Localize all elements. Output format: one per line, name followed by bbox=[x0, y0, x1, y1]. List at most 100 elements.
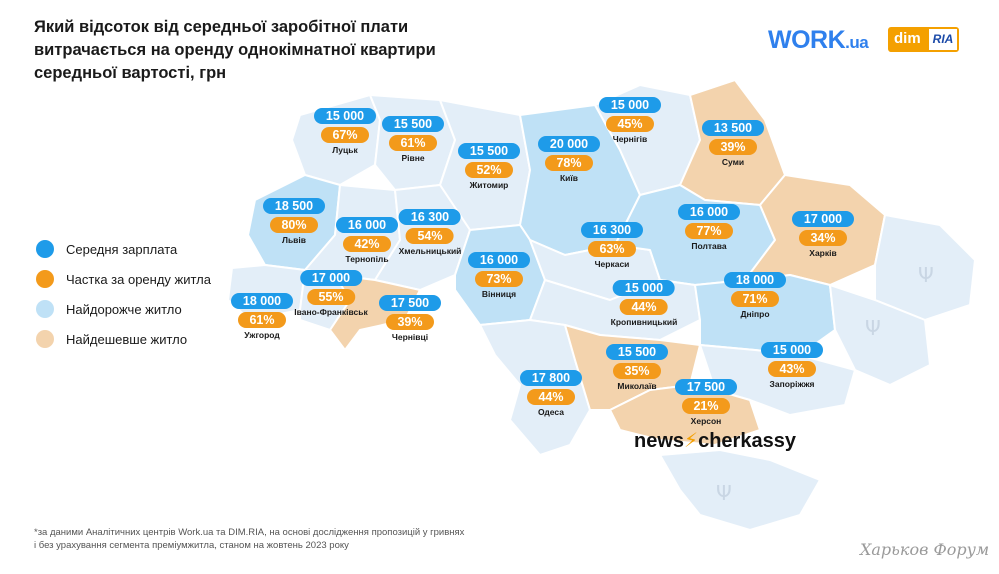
salary-badge: 15 000 bbox=[599, 97, 661, 113]
city-pin-khmelnytskyi: 16 300 54% Хмельницький bbox=[398, 209, 462, 256]
share-badge: 54% bbox=[405, 228, 454, 244]
share-badge: 39% bbox=[709, 139, 757, 155]
salary-badge: 16 300 bbox=[581, 222, 643, 238]
ria-logo-text: RIA bbox=[926, 27, 960, 52]
city-pin-chernivtsi: 17 500 39% Чернівці bbox=[379, 295, 441, 342]
share-badge: 61% bbox=[389, 135, 437, 151]
salary-badge: 15 500 bbox=[606, 344, 668, 360]
city-name: Житомир bbox=[469, 180, 509, 190]
city-pin-mykolaiv: 15 500 35% Миколаїв bbox=[606, 344, 668, 391]
share-badge: 39% bbox=[386, 314, 434, 330]
legend-label: Середня зарплата bbox=[66, 241, 178, 257]
salary-badge: 16 000 bbox=[336, 217, 398, 233]
city-pin-dnipro: 18 000 71% Дніпро bbox=[724, 272, 786, 319]
share-badge: 78% bbox=[545, 155, 593, 171]
trident-icon-crimea: Ψ bbox=[716, 481, 732, 505]
work-logo-suffix: .ua bbox=[845, 33, 869, 52]
legend-label: Найдорожче житло bbox=[66, 301, 182, 317]
region-odesa bbox=[479, 319, 591, 456]
salary-badge: 17 800 bbox=[520, 370, 582, 386]
city-name: Кропивницький bbox=[610, 317, 678, 327]
dim-ria-logo: dim RIA bbox=[888, 27, 960, 52]
share-badge: 45% bbox=[606, 116, 654, 132]
salary-badge: 15 000 bbox=[761, 342, 823, 358]
title-line-2: витрачається на оренду однокімнатної ква… bbox=[34, 41, 436, 59]
city-name: Полтава bbox=[691, 241, 727, 251]
share-badge: 35% bbox=[613, 363, 661, 379]
salary-badge: 17 000 bbox=[299, 270, 362, 286]
share-badge: 71% bbox=[731, 291, 779, 307]
legend-item-rent-share: Частка за оренду житла bbox=[36, 264, 211, 294]
salary-badge: 15 000 bbox=[314, 108, 376, 124]
salary-badge: 17 500 bbox=[379, 295, 441, 311]
footnote-line-1: *за даними Аналітичних центрів Work.ua т… bbox=[34, 527, 465, 538]
salary-badge: 16 000 bbox=[468, 252, 530, 268]
city-name: Хмельницький bbox=[398, 246, 462, 256]
share-badge: 52% bbox=[465, 162, 513, 178]
city-name: Дніпро bbox=[740, 309, 770, 319]
city-pin-poltava: 16 000 77% Полтава bbox=[678, 204, 740, 251]
city-name: Чернігів bbox=[612, 134, 648, 144]
city-pin-rivne: 15 500 61% Рівне bbox=[382, 116, 444, 163]
city-pin-chernihiv: 15 000 45% Чернігів bbox=[599, 97, 661, 144]
city-pin-cherkasy: 16 300 63% Черкаси bbox=[581, 222, 643, 269]
share-badge: 73% bbox=[475, 271, 523, 287]
legend-dot-salary bbox=[36, 240, 54, 258]
region-crimea bbox=[659, 449, 821, 531]
city-pin-ternopil: 16 000 42% Тернопіль bbox=[336, 217, 398, 264]
city-name: Харків bbox=[809, 248, 837, 258]
title-line-1: Який відсоток від середньої заробітної п… bbox=[34, 18, 409, 36]
city-name: Запоріжжя bbox=[769, 379, 815, 389]
salary-badge: 13 500 bbox=[702, 120, 764, 136]
dim-logo-text: dim bbox=[888, 27, 927, 52]
share-badge: 61% bbox=[238, 312, 286, 328]
share-badge: 21% bbox=[682, 398, 730, 414]
salary-badge: 16 000 bbox=[678, 204, 740, 220]
city-pin-kherson: 17 500 21% Херсон bbox=[675, 379, 737, 426]
region-donetsk bbox=[829, 284, 931, 386]
city-name: Чернівці bbox=[391, 332, 429, 342]
legend-dot-cheapest bbox=[36, 330, 54, 348]
forum-watermark: Харьков Форум bbox=[860, 540, 990, 559]
share-badge: 44% bbox=[527, 389, 575, 405]
city-name: Тернопіль bbox=[345, 254, 389, 264]
city-name: Миколаїв bbox=[617, 381, 657, 391]
salary-badge: 18 500 bbox=[263, 198, 325, 214]
news-cherkassy-watermark: news⚡cherkassy bbox=[634, 428, 796, 453]
trident-icon-luhansk: Ψ bbox=[918, 263, 934, 287]
city-name: Одеса bbox=[538, 407, 564, 417]
salary-badge: 18 000 bbox=[724, 272, 786, 288]
legend: Середня зарплата Частка за оренду житла … bbox=[36, 234, 211, 354]
city-name: Львів bbox=[281, 235, 306, 245]
city-name: Ужгород bbox=[244, 330, 280, 340]
work-ua-logo: WORK.ua bbox=[768, 26, 869, 55]
salary-badge: 20 000 bbox=[538, 136, 600, 152]
city-pin-kharkiv: 17 000 34% Харків bbox=[792, 211, 854, 258]
region-luhansk bbox=[874, 214, 976, 321]
legend-item-salary: Середня зарплата bbox=[36, 234, 211, 264]
city-pin-sumy: 13 500 39% Суми bbox=[702, 120, 764, 167]
footnote-line-2: і без урахування сегмента преміумжитла, … bbox=[34, 540, 349, 551]
legend-dot-rent-share bbox=[36, 270, 54, 288]
work-logo-main: WORK bbox=[768, 26, 846, 54]
city-pin-uzhhorod: 18 000 61% Ужгород bbox=[231, 293, 293, 340]
share-badge: 63% bbox=[588, 241, 636, 257]
legend-label: Найдешевше житло bbox=[66, 331, 188, 347]
salary-badge: 17 000 bbox=[792, 211, 854, 227]
share-badge: 77% bbox=[685, 223, 733, 239]
city-name: Івано-Франківськ bbox=[294, 307, 368, 317]
watermark-left: news bbox=[634, 430, 685, 452]
salary-badge: 15 500 bbox=[458, 143, 520, 159]
share-badge: 44% bbox=[619, 299, 668, 315]
share-badge: 43% bbox=[768, 361, 816, 377]
salary-badge: 15 000 bbox=[612, 280, 675, 296]
city-pin-zhytomyr: 15 500 52% Житомир bbox=[458, 143, 520, 190]
salary-badge: 18 000 bbox=[231, 293, 293, 309]
legend-item-cheapest: Найдешевше житло bbox=[36, 324, 211, 354]
city-pin-kyiv: 20 000 78% Київ bbox=[538, 136, 600, 183]
salary-badge: 16 300 bbox=[398, 209, 461, 225]
watermark-right: cherkassy bbox=[698, 430, 796, 452]
city-name: Луцьк bbox=[332, 145, 358, 155]
salary-badge: 17 500 bbox=[675, 379, 737, 395]
city-name: Суми bbox=[721, 157, 745, 167]
